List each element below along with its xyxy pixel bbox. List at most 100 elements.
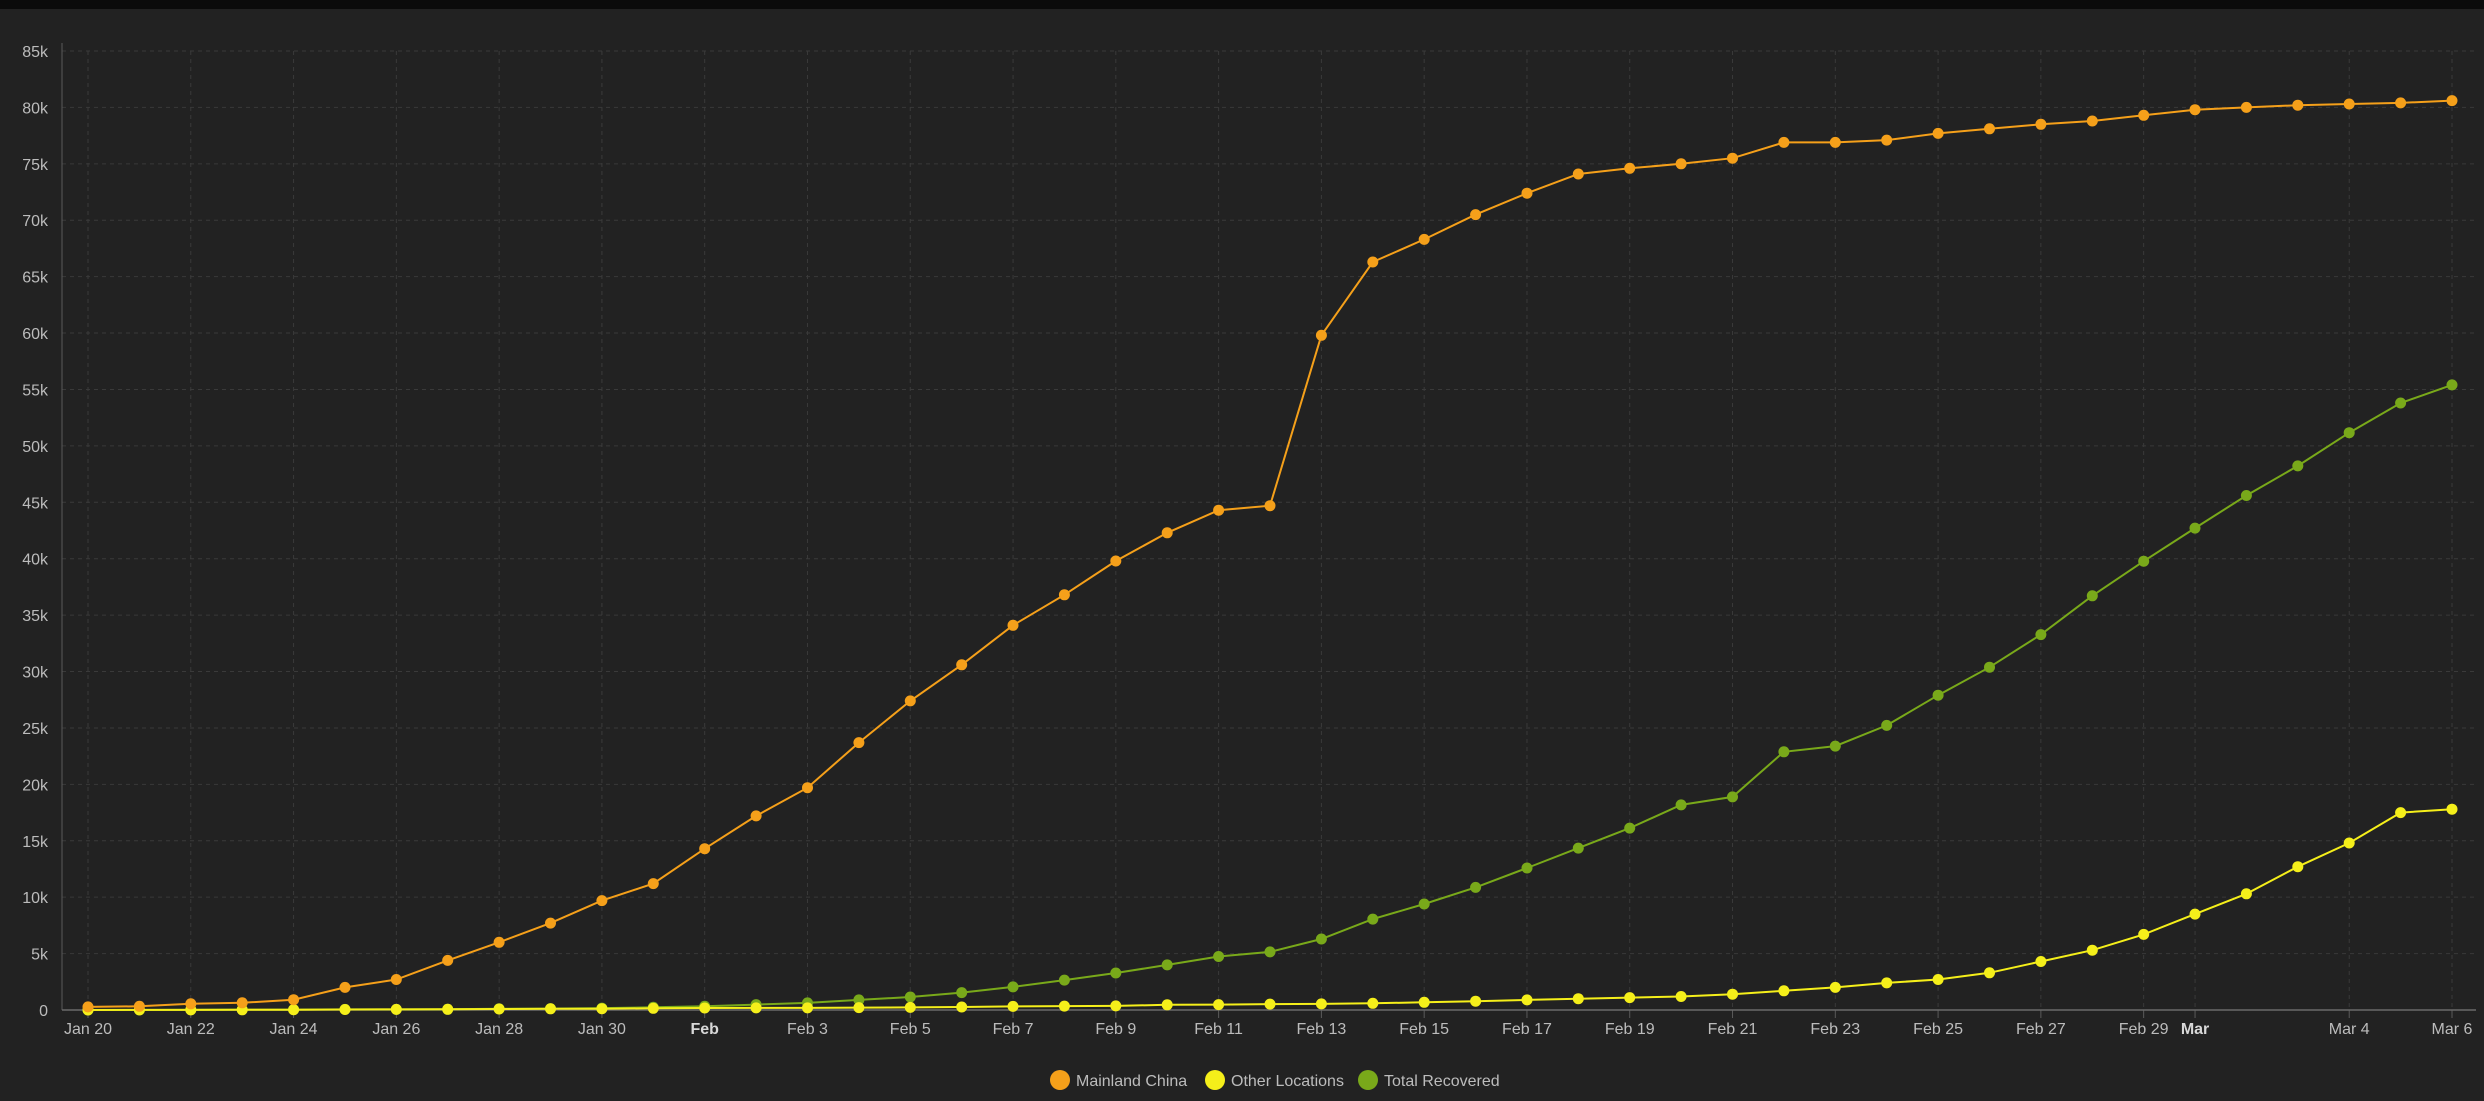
data-point: [853, 1002, 865, 1014]
data-point: [1727, 988, 1738, 1000]
data-point: [853, 994, 865, 1006]
x-tick-label: Feb 17: [1502, 1021, 1552, 1038]
data-point: [1778, 746, 1790, 758]
data-point: [647, 1002, 659, 1014]
data-point: [1829, 981, 1841, 993]
x-tick-label: Jan 30: [578, 1021, 626, 1038]
x-tick-label: Mar 4: [2329, 1021, 2370, 1038]
data-point: [442, 1003, 454, 1015]
data-point: [2240, 101, 2252, 113]
data-point: [2086, 944, 2098, 956]
data-point: [1367, 913, 1379, 925]
data-point: [1264, 500, 1276, 512]
data-point: [956, 1001, 968, 1013]
legend-marker: [1358, 1070, 1378, 1090]
data-point: [1110, 967, 1122, 979]
data-point: [1007, 1000, 1019, 1012]
data-point: [1932, 974, 1944, 985]
data-point: [1007, 619, 1019, 631]
data-point: [1727, 791, 1738, 803]
x-tick-label: Mar: [2181, 1021, 2209, 1038]
data-point: [1521, 187, 1533, 199]
data-point: [390, 974, 402, 985]
x-tick-label: Jan 26: [372, 1021, 420, 1038]
data-point: [2138, 555, 2150, 567]
data-point: [1418, 898, 1430, 910]
data-point: [1367, 997, 1379, 1009]
data-point: [82, 1001, 94, 1013]
axes: 0 5k 10k 15k 20k 25k 30k 35k 40k 45k 50k 55k 60k 65k 7…: [22, 43, 2476, 1038]
legend-item-mainland-china[interactable]: Mainland China: [1050, 1070, 1187, 1090]
data-point: [1470, 881, 1482, 893]
data-point: [1984, 123, 1995, 135]
data-point: [133, 1000, 145, 1012]
data-point: [1521, 994, 1533, 1006]
data-point: [1932, 689, 1944, 701]
data-point: [185, 998, 197, 1010]
data-point: [1161, 999, 1173, 1011]
data-point: [1110, 555, 1122, 567]
y-tick-label: 35k: [22, 608, 49, 625]
data-point: [2446, 803, 2458, 815]
y-tick-label: 60k: [22, 326, 49, 343]
data-point: [2086, 115, 2098, 127]
data-point: [1881, 977, 1893, 989]
data-point: [1264, 998, 1276, 1010]
data-point: [750, 810, 762, 822]
series-mainland-china: [82, 95, 2458, 1013]
legend-label: Other Locations: [1231, 1073, 1344, 1090]
data-point: [442, 954, 454, 966]
data-point: [1058, 1000, 1070, 1012]
data-point: [853, 737, 865, 749]
data-point: [2138, 928, 2150, 940]
legend-label: Mainland China: [1076, 1073, 1187, 1090]
data-point: [236, 997, 248, 1009]
data-point: [1315, 329, 1327, 341]
y-tick-label: 40k: [22, 552, 49, 569]
y-tick-label: 0: [39, 1003, 48, 1020]
data-point: [647, 878, 659, 890]
x-tick-label: Jan 28: [475, 1021, 523, 1038]
data-point: [1675, 158, 1687, 170]
legend-marker: [1205, 1070, 1225, 1090]
data-point: [2189, 104, 2201, 116]
data-point: [1778, 136, 1790, 148]
series-group: [82, 95, 2458, 1016]
data-point: [2189, 522, 2201, 534]
data-point: [750, 1002, 762, 1014]
data-point: [288, 1004, 300, 1016]
x-tick-label: Feb 5: [890, 1021, 931, 1038]
x-tick-label: Feb 19: [1605, 1021, 1655, 1038]
data-point: [339, 1004, 351, 1015]
x-tick-label: Jan 24: [270, 1021, 318, 1038]
y-tick-label: 65k: [22, 270, 49, 287]
legend: Mainland China Other Locations Total Recov…: [1050, 1070, 1500, 1090]
y-tick-label: 45k: [22, 495, 49, 512]
legend-item-total-recovered[interactable]: Total Recovered: [1358, 1070, 1500, 1090]
legend-item-other-locations[interactable]: Other Locations: [1205, 1070, 1344, 1090]
data-point: [1829, 740, 1841, 752]
series-total-recovered: [82, 379, 2458, 1016]
data-point: [1418, 996, 1430, 1008]
data-point: [2189, 908, 2201, 920]
x-tick-label: Feb: [690, 1021, 719, 1038]
grid-lines: [62, 50, 2476, 1010]
data-point: [1470, 209, 1482, 221]
x-tick-label: Feb 27: [2016, 1021, 2066, 1038]
data-point: [596, 1003, 608, 1015]
data-point: [1829, 136, 1841, 148]
data-point: [1213, 951, 1225, 962]
data-point: [288, 994, 300, 1006]
data-point: [2035, 118, 2047, 130]
data-point: [1675, 991, 1687, 1002]
data-point: [1315, 998, 1327, 1010]
x-tick-label: Feb 29: [2119, 1021, 2169, 1038]
data-point: [2446, 95, 2458, 107]
y-tick-label: 55k: [22, 382, 49, 399]
data-point: [2035, 629, 2047, 641]
y-tick-label: 50k: [22, 439, 49, 456]
data-point: [956, 987, 968, 999]
data-point: [904, 695, 916, 707]
legend-marker: [1050, 1070, 1070, 1090]
